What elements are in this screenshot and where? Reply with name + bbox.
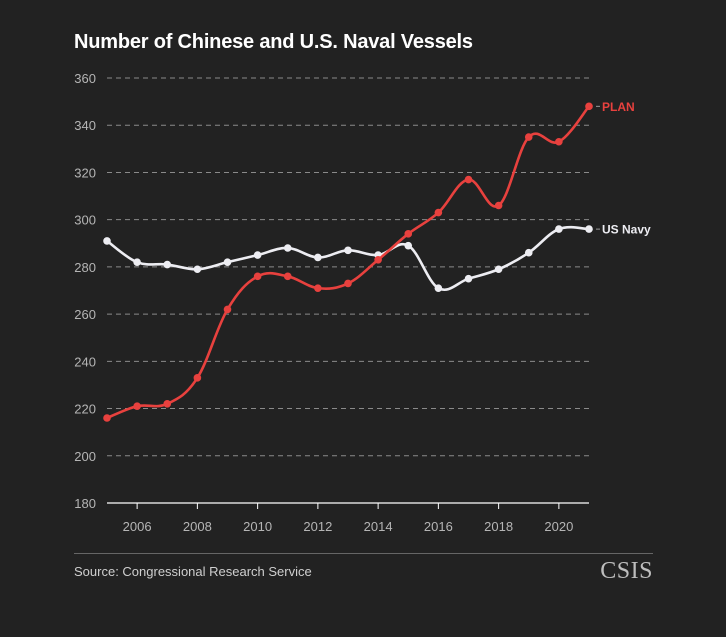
- data-point-plan: [314, 284, 322, 292]
- source-note: Source: Congressional Research Service: [74, 564, 312, 579]
- y-tick-label: 220: [74, 402, 96, 417]
- data-point-us-navy: [103, 237, 111, 245]
- y-tick-label: 200: [74, 449, 96, 464]
- y-tick-label: 260: [74, 307, 96, 322]
- data-point-us-navy: [555, 225, 563, 233]
- data-point-plan: [585, 102, 593, 111]
- data-point-us-navy: [193, 265, 202, 274]
- data-point-plan: [223, 305, 232, 314]
- data-point-plan: [434, 208, 443, 217]
- y-tick-label: 320: [74, 165, 96, 180]
- y-tick-label: 300: [74, 213, 96, 228]
- series-label-plan: PLAN: [602, 100, 635, 114]
- x-tick-label: 2014: [364, 519, 393, 534]
- y-tick-label: 180: [74, 496, 96, 511]
- data-point-us-navy: [434, 284, 443, 292]
- data-point-us-navy: [464, 274, 473, 283]
- data-point-plan: [344, 279, 352, 288]
- x-tick-label: 2012: [303, 519, 332, 534]
- data-point-plan: [404, 230, 413, 238]
- footer-divider: [74, 553, 653, 554]
- chart-title: Number of Chinese and U.S. Naval Vessels: [74, 31, 473, 53]
- y-tick-label: 280: [74, 260, 96, 275]
- data-point-plan: [133, 402, 141, 410]
- data-point-us-navy: [344, 246, 352, 255]
- y-tick-label: 340: [74, 118, 96, 133]
- x-tick-label: 2006: [123, 519, 152, 534]
- x-tick-label: 2016: [424, 519, 453, 534]
- series-label-us-navy: US Navy: [602, 223, 651, 237]
- y-tick-label: 240: [74, 354, 96, 369]
- x-tick-label: 2010: [243, 519, 272, 534]
- data-point-us-navy: [585, 225, 593, 233]
- data-point-us-navy: [223, 258, 232, 266]
- x-tick-label: 2008: [183, 519, 212, 534]
- data-point-us-navy: [524, 248, 533, 257]
- data-point-plan: [283, 272, 292, 281]
- data-point-plan: [103, 414, 111, 422]
- data-point-plan: [193, 374, 202, 382]
- data-point-plan: [253, 272, 262, 281]
- data-point-plan: [163, 400, 172, 408]
- data-point-us-navy: [404, 241, 413, 250]
- data-point-plan: [494, 201, 503, 210]
- x-tick-label: 2020: [544, 519, 573, 534]
- x-tick-label: 2018: [484, 519, 513, 534]
- data-point-us-navy: [283, 244, 292, 252]
- data-point-plan: [524, 133, 533, 141]
- series-line-plan: [106, 105, 591, 420]
- data-point-us-navy: [494, 265, 503, 274]
- data-point-plan: [555, 137, 563, 146]
- data-point-us-navy: [133, 258, 141, 266]
- data-point-plan: [464, 175, 473, 184]
- data-point-plan: [374, 256, 382, 264]
- csis-logo: CSIS: [600, 558, 653, 584]
- data-point-us-navy: [163, 260, 172, 269]
- data-point-us-navy: [314, 253, 322, 262]
- y-tick-label: 360: [74, 71, 96, 86]
- data-point-us-navy: [253, 251, 262, 259]
